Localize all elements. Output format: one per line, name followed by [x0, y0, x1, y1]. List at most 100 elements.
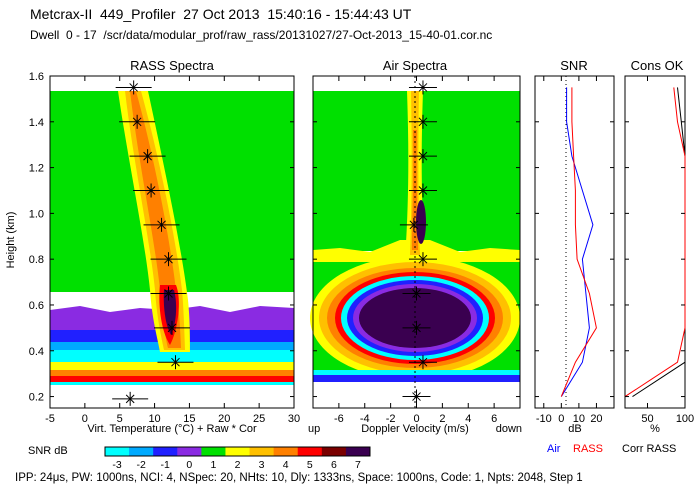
series-line-rass — [624, 87, 686, 398]
colorbar-swatch — [129, 447, 154, 456]
spectral-marker-star — [171, 357, 180, 367]
snr-x-axis-label: dB — [568, 423, 581, 435]
cons-ok-x-axis-label: % — [650, 423, 660, 435]
spectral-marker-star — [164, 254, 173, 264]
x-tick-label: 10 — [573, 413, 585, 425]
cons-ok-x-ticks: 50 100 — [641, 76, 694, 425]
cons-ok-lines — [624, 87, 686, 398]
rass-red-layer — [50, 376, 294, 382]
air-x-label-down: down — [496, 423, 522, 435]
colorbar-swatch — [153, 447, 178, 456]
colorbar-tick-label: -2 — [136, 459, 145, 471]
x-tick-label: -5 — [45, 413, 55, 425]
colorbar-tick-label: 3 — [259, 459, 265, 471]
spectral-marker-star — [146, 186, 156, 195]
y-tick-label: 1.0 — [29, 208, 44, 220]
colorbar-tick-label: 2 — [235, 459, 241, 471]
colorbar-tick-label: 7 — [355, 459, 361, 471]
colorbar-swatch — [177, 447, 202, 456]
x-tick-label: 5 — [117, 413, 123, 425]
snr-frame — [534, 75, 615, 409]
spectral-marker-star — [132, 117, 142, 127]
colorbar-tick-label: 5 — [307, 459, 313, 471]
x-tick-label: 4 — [465, 413, 471, 425]
rass-plume-orange — [130, 91, 181, 348]
snr-lines — [560, 87, 597, 397]
y-tick-label: 0.4 — [29, 346, 44, 358]
air-x-label-up: up — [308, 423, 320, 435]
colorbar-swatch — [273, 447, 299, 456]
x-tick-label: 30 — [288, 413, 300, 425]
x-tick-label: 15 — [183, 413, 195, 425]
colorbar-tick-label: -3 — [112, 459, 121, 471]
spectral-marker-star — [418, 117, 428, 127]
y-tick-label: 0.8 — [29, 254, 44, 266]
y-tick-label: 1.4 — [29, 117, 44, 129]
radar-parameters-footer: IPP: 24μs, PW: 1000ns, NCI: 4, NSpec: 20… — [15, 472, 583, 484]
spectral-marker-star — [143, 151, 152, 161]
x-tick-label: 0 — [558, 413, 564, 425]
colorbar-frame — [104, 446, 371, 457]
cons-ok-panel: 50 100 — [624, 75, 694, 425]
snr-colorbar: -3 -2 -1 0 1 2 3 4 5 6 7 — [104, 446, 371, 471]
snr-panel: -10 0 10 20 — [534, 75, 615, 425]
spectral-marker-star — [412, 392, 421, 401]
air-plume-core — [416, 200, 426, 244]
colorbar-tick-label: 1 — [210, 459, 216, 471]
cons-ok-title: Cons OK — [631, 58, 684, 73]
spectral-marker-star — [418, 83, 428, 92]
cons-ok-frame — [624, 75, 686, 409]
x-tick-label: 20 — [590, 413, 602, 425]
spectral-marker-star — [418, 357, 428, 367]
spectral-marker-star — [418, 151, 428, 161]
spectral-marker-star — [412, 323, 421, 333]
x-tick-label: -4 — [360, 413, 370, 425]
colorbar-swatch — [225, 447, 251, 456]
x-tick-label: -6 — [334, 413, 344, 425]
colorbar-label: SNR dB — [28, 445, 68, 457]
x-tick-label: 10 — [148, 413, 160, 425]
legend-air: Air — [547, 443, 561, 455]
spectral-marker-star — [167, 323, 177, 333]
air-x-ticks: -6 -4 -2 0 2 4 6 — [334, 76, 497, 425]
spectral-marker-star — [164, 289, 173, 298]
colorbar-tick-label: 4 — [283, 459, 289, 471]
spectral-marker-star — [418, 254, 428, 264]
colorbar-tick-label: 0 — [186, 459, 192, 471]
spectral-marker-star — [157, 220, 166, 230]
rass-y-ticks: 0.2 0.4 0.6 0.8 1.0 1.2 1.4 1.6 — [29, 71, 294, 404]
spectral-marker-star — [409, 220, 419, 230]
x-tick-label: 0 — [82, 413, 88, 425]
x-tick-label: -2 — [386, 413, 396, 425]
snr-y-ticks — [535, 75, 614, 398]
rass-x-ticks: -5 0 5 10 15 20 25 30 — [45, 76, 300, 425]
colorbar-swatch — [201, 447, 226, 456]
rass-spectra-panel: -5 0 5 10 15 20 25 30 0.2 0.4 0.6 0.8 1.0 1.2 1.4 1.6 — [29, 71, 300, 425]
air-blue-bottom — [313, 375, 520, 382]
air-spectra-title: Air Spectra — [383, 58, 448, 73]
colorbar-swatch — [321, 447, 347, 456]
snr-title: SNR — [560, 58, 587, 73]
x-tick-label: 6 — [491, 413, 497, 425]
colorbar-swatch — [345, 447, 371, 456]
y-tick-label: 0.6 — [29, 300, 44, 312]
spectral-marker-star — [418, 186, 428, 195]
x-tick-label: -10 — [536, 413, 552, 425]
rass-orange-layer — [50, 370, 294, 376]
air-markers — [399, 80, 437, 404]
y-tick-label: 1.2 — [29, 163, 44, 175]
rass-core-dark — [163, 290, 177, 335]
air-x-axis-label: Doppler Velocity (m/s) — [361, 423, 469, 435]
y-tick-label: 0.2 — [29, 392, 44, 404]
legend-corr-rass: Corr RASS — [622, 443, 676, 455]
series-line-rass — [560, 87, 597, 397]
rass-markers — [112, 80, 194, 406]
x-tick-label: 50 — [641, 413, 653, 425]
colorbar-swatch — [105, 447, 130, 456]
spectral-marker-star — [125, 394, 135, 404]
chart-subtitle: Dwell 0 - 17 /scr/data/modular_prof/raw_… — [30, 28, 493, 42]
colorbar-tick-label: 6 — [331, 459, 337, 471]
air-spectra-panel: -6 -4 -2 0 2 4 6 — [310, 75, 521, 425]
x-tick-label: 20 — [218, 413, 230, 425]
